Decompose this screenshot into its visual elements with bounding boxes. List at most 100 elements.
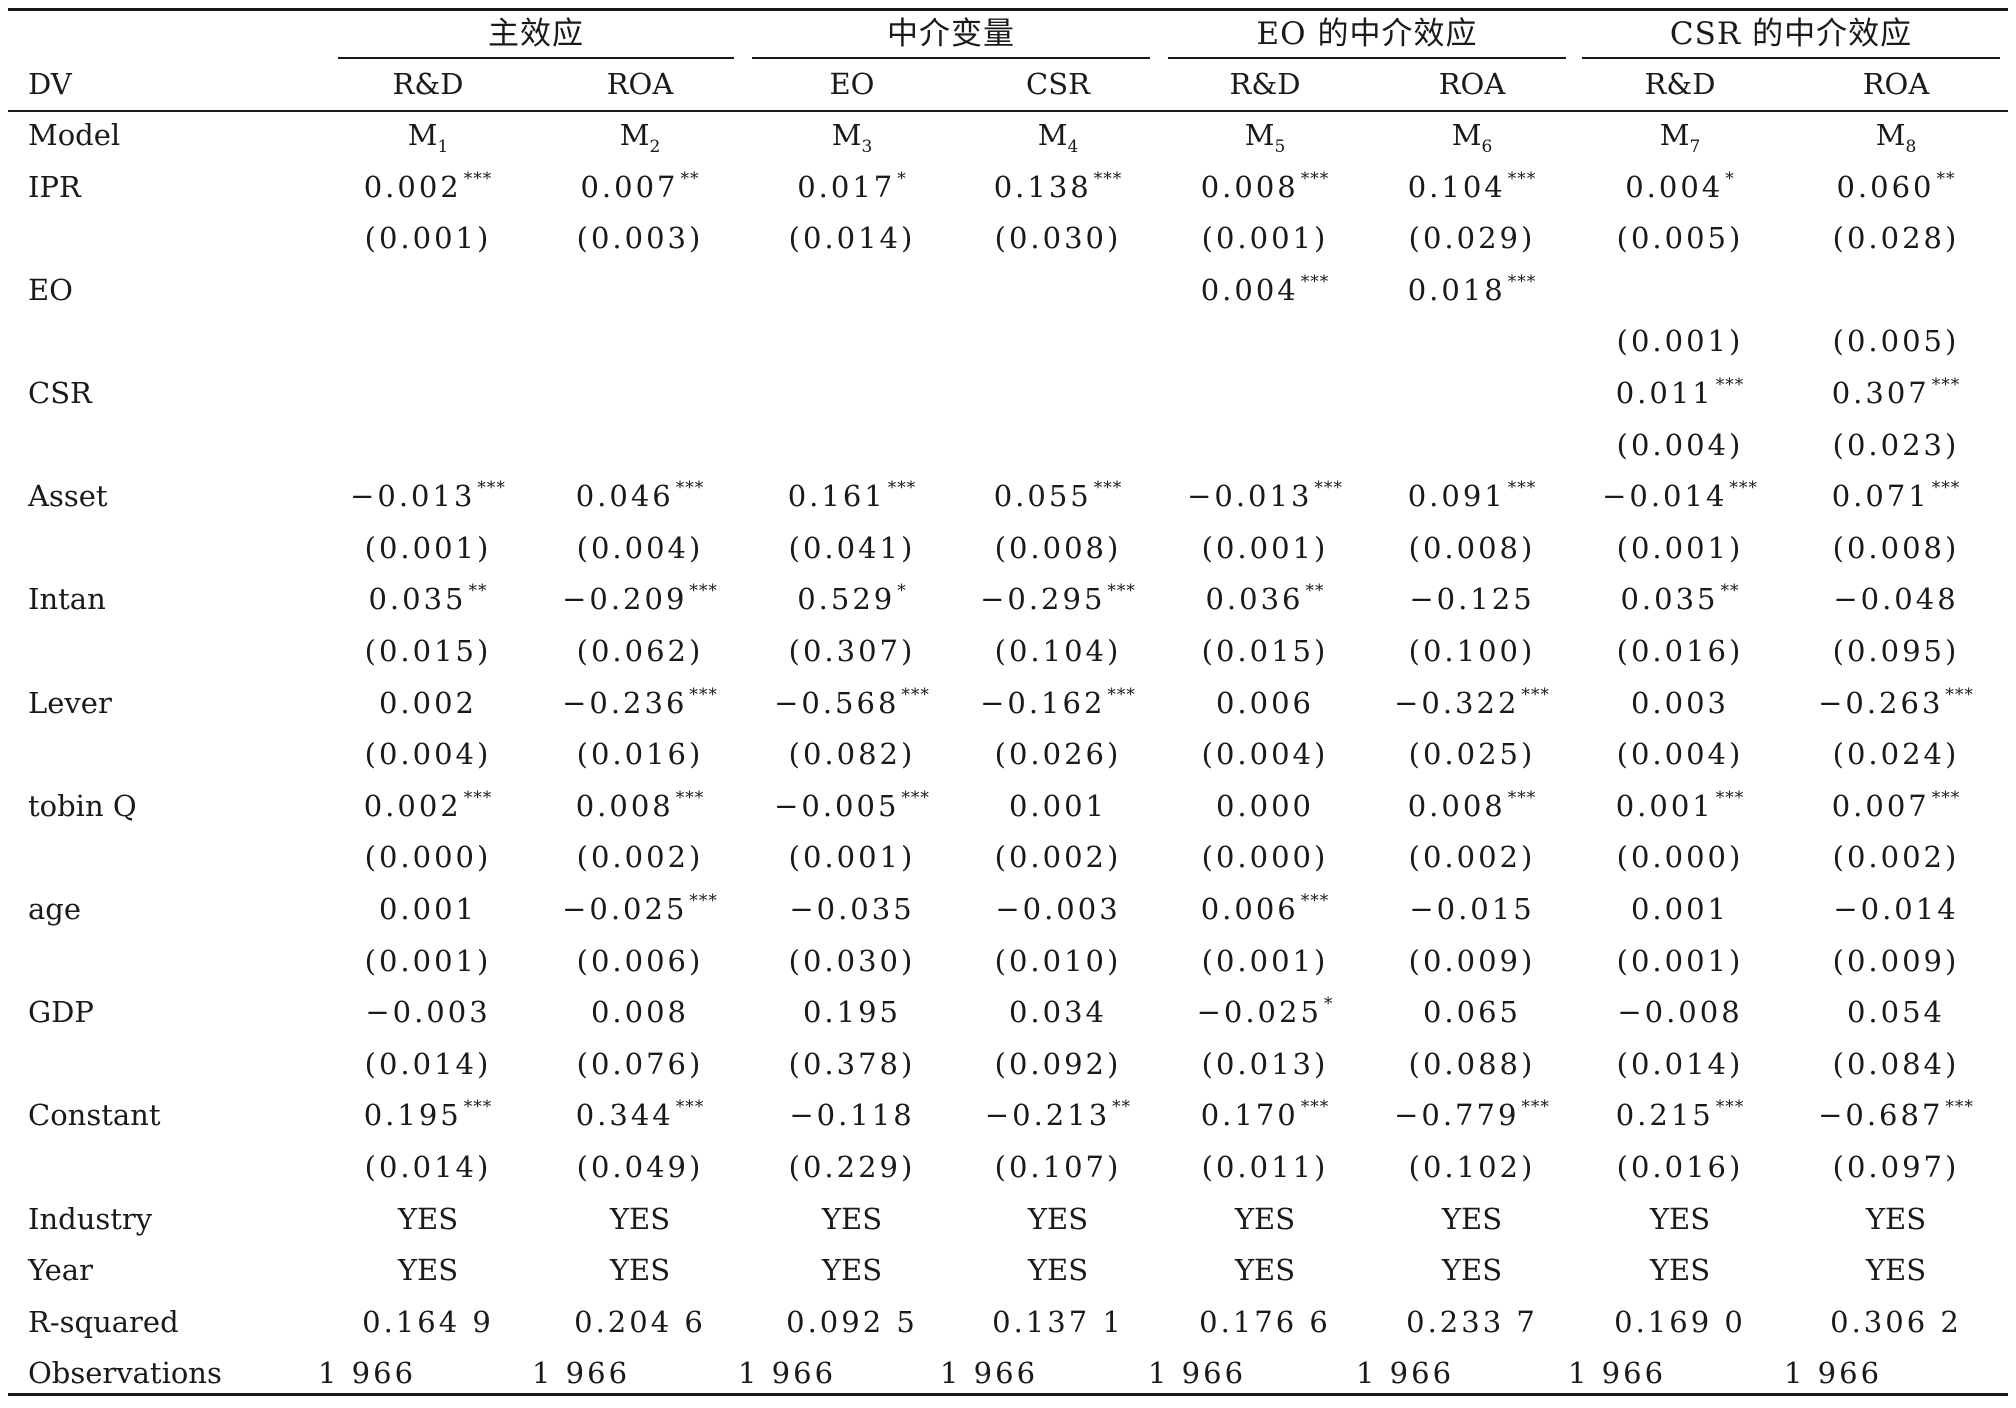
table-cell: (0.005) xyxy=(1796,316,1996,367)
table-cell: (0.001) xyxy=(752,832,952,883)
row-label: Intan xyxy=(28,582,106,617)
significance-stars: *** xyxy=(1507,168,1537,189)
significance-stars: *** xyxy=(901,787,930,808)
cell-value: 0.233 7 xyxy=(1406,1304,1538,1339)
cell-value: −0.014 xyxy=(1833,892,1959,926)
significance-stars: *** xyxy=(1729,478,1758,499)
table-cell: 0.233 7 xyxy=(1372,1297,1572,1348)
table-cell: 0.307 *** xyxy=(1796,368,1996,419)
model-subscript: 6 xyxy=(1481,137,1493,157)
table-cell: (0.030) xyxy=(752,936,952,987)
cell-value: (0.014) xyxy=(788,221,916,256)
cell-value: (0.004) xyxy=(576,530,704,565)
table-cell: 0.195 *** xyxy=(328,1090,528,1141)
column-header: CSR xyxy=(1026,67,1090,101)
table-cell: 0.002 *** xyxy=(328,781,528,832)
cell-value: YES xyxy=(1027,1201,1089,1236)
table-cell: (0.001) xyxy=(328,523,528,574)
cell-value: 0.002 xyxy=(378,685,478,720)
significance-stars: *** xyxy=(675,1097,705,1118)
significance-stars: *** xyxy=(1107,684,1136,705)
significance-stars: *** xyxy=(1107,581,1136,602)
significance-stars: ** xyxy=(1936,168,1956,189)
significance-stars: *** xyxy=(1093,478,1123,499)
cell-value: (0.016) xyxy=(1616,634,1744,668)
cell-value: (0.030) xyxy=(994,221,1122,256)
table-cell: −0.035 xyxy=(752,884,952,935)
significance-stars: * xyxy=(897,168,907,189)
significance-stars: *** xyxy=(1931,375,1961,395)
row-label: Lever xyxy=(28,685,112,720)
table-cell: 0.001 *** xyxy=(1580,781,1780,832)
table-cell: YES xyxy=(328,1245,528,1296)
cell-value: (0.062) xyxy=(576,634,704,668)
significance-stars: * xyxy=(1323,994,1334,1015)
cell-value: 0.011 xyxy=(1615,376,1714,410)
cell-value: 0.002 xyxy=(363,169,462,204)
table-cell: −0.005 *** xyxy=(752,781,952,832)
table-cell: (0.000) xyxy=(328,832,528,883)
table-cell: 0.161 *** xyxy=(752,471,952,522)
cell-value: YES xyxy=(609,1253,671,1288)
table-cell: 0.164 9 xyxy=(328,1297,528,1348)
cell-value: (0.102) xyxy=(1408,1150,1536,1184)
cell-value: 1 966 xyxy=(532,1356,631,1391)
table-cell: −0.048 xyxy=(1796,574,1996,625)
significance-stars: ** xyxy=(1720,581,1740,602)
cell-value: −0.125 xyxy=(1409,582,1535,617)
cell-value: (0.029) xyxy=(1408,221,1536,256)
table-cell: 0.060 ** xyxy=(1796,162,1996,213)
table-cell: 0.008 *** xyxy=(540,781,740,832)
cell-value: −0.263 xyxy=(1818,685,1944,720)
cell-value: (0.001) xyxy=(364,530,492,565)
cell-value: 0.055 xyxy=(993,479,1092,514)
table-cell: 0.004 *** xyxy=(1165,265,1365,316)
cell-value: 0.035 xyxy=(368,582,467,617)
table-cell: −0.263 *** xyxy=(1796,678,1996,729)
cell-value: 1 966 xyxy=(1784,1356,1883,1391)
cell-value: (0.003) xyxy=(576,221,704,256)
model-name: M xyxy=(1037,118,1068,152)
cell-value: (0.307) xyxy=(788,634,916,668)
cell-value: (0.010) xyxy=(994,943,1122,978)
column-header: R&D xyxy=(392,67,464,101)
model-name: M xyxy=(619,118,650,152)
cell-value: 1 966 xyxy=(1356,1356,1455,1391)
table-cell: −0.568 *** xyxy=(752,678,952,729)
cell-value: −0.779 xyxy=(1394,1098,1520,1133)
table-cell: 0.065 xyxy=(1372,987,1572,1038)
significance-stars: ** xyxy=(1112,1097,1132,1118)
significance-stars: ** xyxy=(680,168,700,189)
cell-value: (0.001) xyxy=(788,840,916,875)
cell-value: 0.176 6 xyxy=(1199,1304,1331,1339)
significance-stars: * xyxy=(897,581,907,602)
column-header: ROA xyxy=(1862,67,1930,101)
significance-stars: *** xyxy=(1300,168,1330,189)
cell-value: (0.001) xyxy=(1201,221,1329,256)
cell-value: YES xyxy=(1441,1253,1503,1288)
table-cell: −0.014 xyxy=(1796,884,1996,935)
cell-value: (0.025) xyxy=(1408,737,1536,772)
cell-value: −0.008 xyxy=(1617,995,1743,1030)
table-cell: 0.138 *** xyxy=(958,162,1158,213)
table-cell: YES xyxy=(1372,1245,1572,1296)
cell-value: 0.006 xyxy=(1200,892,1299,926)
significance-stars: *** xyxy=(1715,375,1745,395)
cell-value: (0.013) xyxy=(1201,1046,1329,1081)
cell-value: −0.003 xyxy=(365,995,491,1030)
cell-value: −0.295 xyxy=(980,582,1106,617)
cell-value: (0.008) xyxy=(994,530,1122,565)
model-name: M xyxy=(1875,118,1906,152)
model-name: M xyxy=(831,118,862,152)
table-cell: 0.000 xyxy=(1165,781,1365,832)
cell-value: YES xyxy=(821,1201,883,1236)
table-cell: (0.005) xyxy=(1580,213,1780,264)
row-label: R-squared xyxy=(28,1304,179,1339)
cell-value: 0.065 xyxy=(1422,995,1522,1030)
cell-value: −0.035 xyxy=(789,892,915,926)
table-cell: −0.003 xyxy=(328,987,528,1038)
cell-value: (0.084) xyxy=(1832,1046,1960,1081)
group-title-eo-mediation: EO 的中介效应 xyxy=(1256,16,1478,52)
table-cell: (0.092) xyxy=(958,1039,1158,1090)
